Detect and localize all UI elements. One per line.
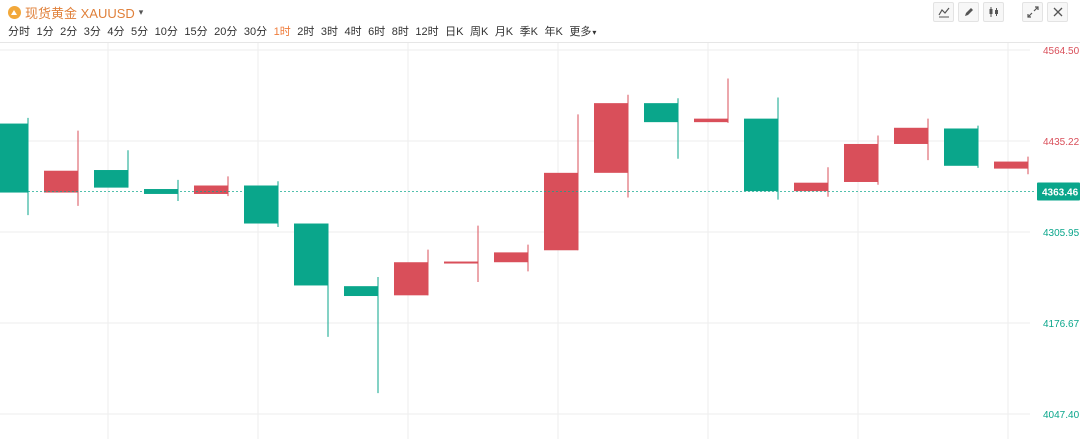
candle-body[interactable]	[644, 103, 678, 123]
period-tab[interactable]: 4分	[107, 23, 124, 39]
period-tab-label: 分时	[8, 26, 30, 38]
chevron-down-icon: ▾	[138, 7, 144, 17]
candle-body[interactable]	[494, 252, 528, 263]
period-tab[interactable]: 更多▾	[569, 23, 596, 39]
period-tab-label: 1时	[273, 26, 291, 38]
period-tab-label: 日K	[445, 26, 464, 38]
y-axis-label: 4047.40	[1043, 410, 1080, 421]
current-price-badge	[1037, 182, 1080, 201]
period-tab-label: 4分	[107, 26, 125, 38]
period-tab-label: 10分	[154, 26, 178, 38]
period-tab-label: 2时	[297, 26, 315, 38]
candle-body[interactable]	[544, 172, 578, 251]
chevron-down-icon: ▾	[592, 28, 597, 37]
draw-button[interactable]	[958, 2, 979, 22]
period-tabs: 分时 1分 2分 3分 4分 5分 10分 15分 20分 30分 1时 2时 3时 4时 6时 8时 12时日…	[8, 23, 603, 39]
candle-body[interactable]	[0, 123, 28, 193]
period-tab-label: 5分	[131, 26, 149, 38]
period-tab-label: 周K	[469, 26, 489, 38]
period-tab[interactable]: 4时	[345, 23, 362, 39]
line-tool-button[interactable]	[933, 2, 954, 22]
fullscreen-icon	[1026, 6, 1039, 18]
period-tab-label: 3时	[320, 26, 338, 38]
period-tab[interactable]: 2分	[60, 23, 77, 39]
period-tab-label: 年K	[544, 26, 563, 38]
candle-type-icon	[989, 7, 998, 17]
period-tab-label: 3分	[83, 26, 101, 38]
chart-header: 现货黄金 XAUUSD ▾	[0, 0, 1080, 22]
period-tab-label: 更多	[569, 26, 592, 38]
chart-toolbar	[933, 2, 1068, 22]
period-tab[interactable]: 3分	[84, 23, 101, 39]
y-axis-label: 4176.67	[1043, 319, 1080, 330]
period-tab[interactable]: 年K	[545, 23, 563, 39]
y-axis-label: 4435.22	[1043, 137, 1080, 148]
fullscreen-button[interactable]	[1022, 2, 1043, 22]
period-tab-label: 2分	[60, 26, 78, 38]
period-tab-label: 15分	[184, 26, 208, 38]
period-tab[interactable]: 月K	[495, 23, 513, 39]
period-tab-label: 12时	[415, 26, 439, 38]
gold-icon	[8, 6, 21, 19]
period-tab-label: 季K	[519, 26, 538, 38]
candle-body[interactable]	[294, 223, 328, 286]
period-tab[interactable]: 1时	[274, 23, 291, 39]
period-tab[interactable]: 2时	[297, 23, 314, 39]
candle-body[interactable]	[944, 128, 978, 166]
period-tab[interactable]: 20分	[214, 23, 237, 39]
candle-body[interactable]	[794, 182, 828, 192]
candle-body[interactable]	[694, 118, 728, 123]
period-tab[interactable]: 日K	[445, 23, 463, 39]
candle-body[interactable]	[994, 161, 1028, 169]
current-price-label: 4363.46	[1042, 188, 1079, 199]
close-button[interactable]	[1047, 2, 1068, 22]
candle-body[interactable]	[844, 143, 878, 182]
period-tab[interactable]: 分时	[8, 23, 30, 39]
period-tab-label: 6时	[368, 26, 386, 38]
period-tab[interactable]: 30分	[244, 23, 267, 39]
symbol-selector[interactable]: 现货黄金 XAUUSD ▾	[8, 3, 143, 22]
candle-body[interactable]	[894, 127, 928, 144]
period-tab-label: 20分	[214, 26, 238, 38]
y-axis-label: 4305.95	[1043, 228, 1080, 239]
period-tab-label: 8时	[391, 26, 409, 38]
candle-body[interactable]	[94, 170, 128, 188]
candle-body[interactable]	[344, 286, 378, 297]
line-tool-icon	[937, 7, 949, 18]
period-tab-label: 月K	[494, 26, 514, 38]
candle-body[interactable]	[194, 185, 228, 194]
candle-body[interactable]	[444, 261, 478, 264]
candlestick-chart[interactable]: 4564.50 4435.22 4305.95 4176.67 4047.40 4363.…	[0, 43, 1080, 439]
y-axis-label: 4564.50	[1043, 46, 1080, 57]
period-tab[interactable]: 6时	[368, 23, 385, 39]
period-tab[interactable]: 10分	[155, 23, 178, 39]
period-tab[interactable]: 8时	[392, 23, 409, 39]
period-tab-label: 30分	[243, 26, 268, 38]
period-tab-label: 1分	[36, 26, 54, 38]
period-tab[interactable]: 3时	[321, 23, 338, 39]
draw-pen-icon	[964, 8, 973, 16]
symbol-label: 现货黄金 XAUUSD	[25, 6, 135, 21]
period-tab[interactable]: 季K	[520, 23, 538, 39]
candle-body[interactable]	[594, 103, 628, 173]
close-icon	[1053, 7, 1062, 17]
candle-type-button[interactable]	[983, 2, 1004, 22]
candle-body[interactable]	[744, 118, 778, 192]
header-divider	[0, 42, 1080, 43]
period-tab[interactable]: 12时	[415, 23, 438, 39]
period-tab[interactable]: 周K	[470, 23, 488, 39]
period-tab[interactable]: 5分	[131, 23, 148, 39]
candle-body[interactable]	[44, 170, 78, 193]
period-tab-label: 4时	[344, 26, 362, 38]
candle-body[interactable]	[394, 262, 428, 296]
period-tab[interactable]: 15分	[184, 23, 207, 39]
period-tab[interactable]: 1分	[37, 23, 54, 39]
